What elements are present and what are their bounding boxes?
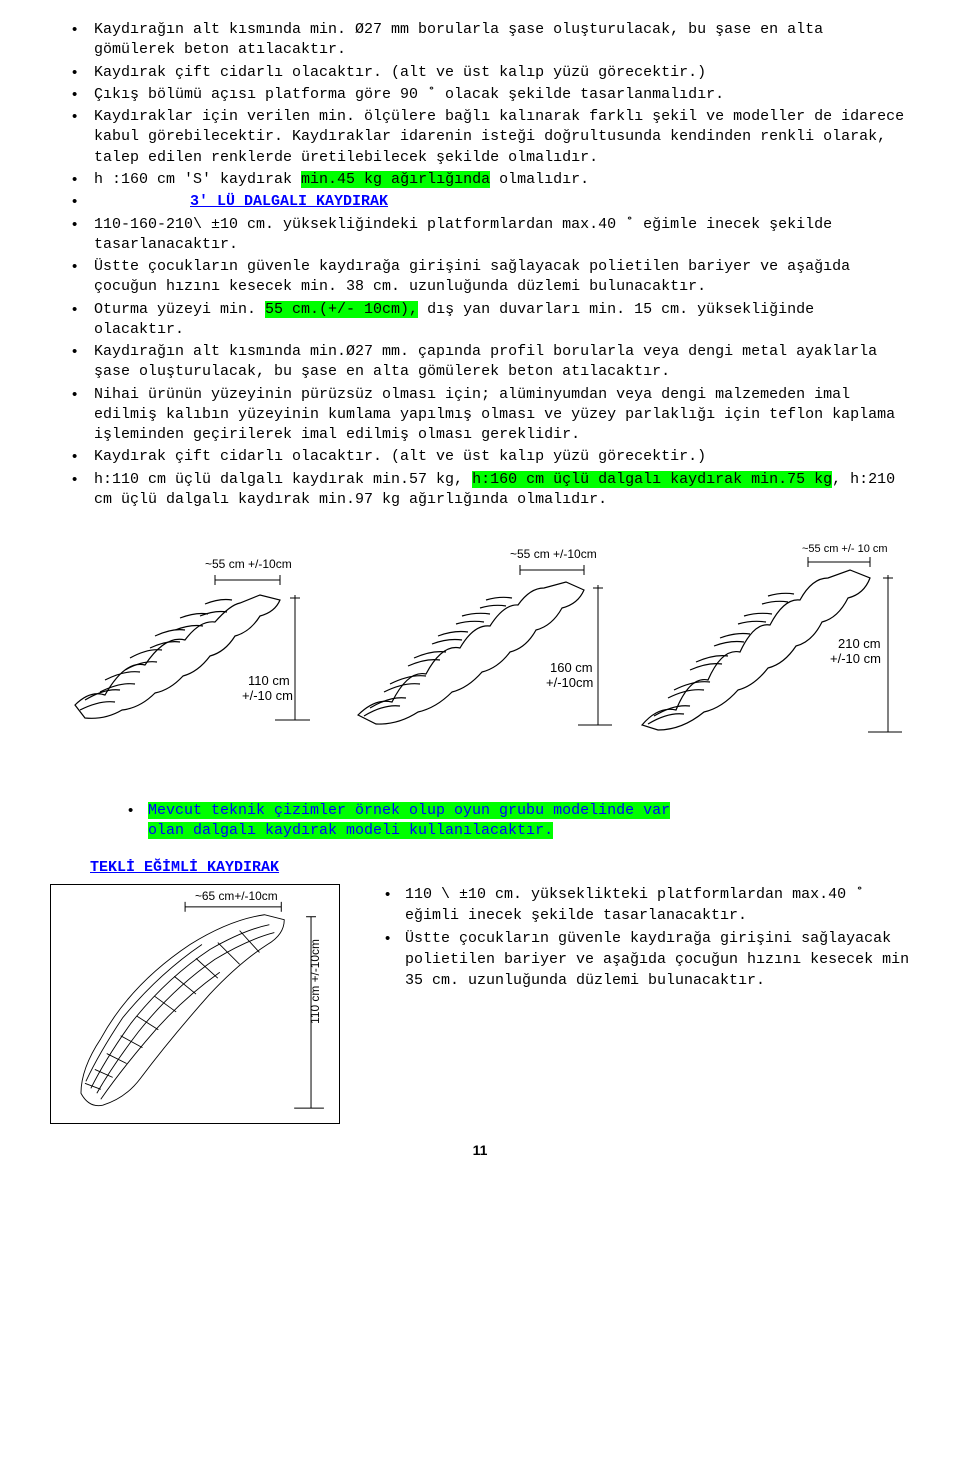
diagram-110: ~55 cm +/-10cm 110 cm +/-10 cm: [50, 540, 330, 760]
dim-h2: +/-10cm: [546, 675, 593, 690]
list-item: Kaydırağın alt kısmında min.Ø27 mm. çapı…: [50, 342, 910, 383]
heading-row: 3' LÜ DALGALI KAYDIRAK: [50, 192, 910, 212]
section-heading-2-wrap: TEKLİ EĞİMLİ KAYDIRAK: [90, 859, 910, 876]
list-item: h :160 cm 'S' kaydırak min.45 kg ağırlığ…: [50, 170, 910, 190]
highlight-text: min.45 kg ağırlığında: [301, 171, 490, 188]
text: h:110 cm üçlü dalgalı kaydırak min.57 kg…: [94, 471, 472, 488]
slide-drawing: ~65 cm+/-10cm 110 cm +/-10cm: [50, 884, 340, 1124]
dim-h2: +/-10 cm: [242, 688, 293, 703]
page-number: 11: [50, 1142, 910, 1158]
section-heading: 3' LÜ DALGALI KAYDIRAK: [190, 193, 388, 210]
dim-top: ~55 cm +/-10cm: [510, 547, 597, 561]
list-item: Üstte çocukların güvenle kaydırağa giriş…: [50, 257, 910, 298]
text: Kaydırak çift cidarlı olacaktır. (alt ve…: [94, 64, 706, 81]
list-item: Çıkış bölümü açısı platforma göre 90 ˚ o…: [50, 85, 910, 105]
dim-side: 110 cm +/-10cm: [308, 939, 322, 1024]
text: Oturma yüzeyi min.: [94, 301, 265, 318]
dim-h1: 210 cm: [838, 636, 881, 651]
highlight-text: 55 cm.(+/- 10cm),: [265, 301, 418, 318]
list-item: h:110 cm üçlü dalgalı kaydırak min.57 kg…: [50, 470, 910, 511]
text: olmalıdır.: [490, 171, 589, 188]
bullet-list-mid: 110-160-210\ ±10 cm. yüksekliğindeki pla…: [50, 215, 910, 511]
highlight-note: Mevcut teknik çizimler örnek olup oyun g…: [148, 802, 670, 819]
dim-h1: 160 cm: [550, 660, 593, 675]
section-heading-2: TEKLİ EĞİMLİ KAYDIRAK: [90, 859, 279, 876]
list-item: Oturma yüzeyi min. 55 cm.(+/- 10cm), dış…: [50, 300, 910, 341]
list-item: Nihai ürünün yüzeyinin pürüzsüz olması i…: [50, 385, 910, 446]
note-line-2: olan dalgalı kaydırak modeli kullanılaca…: [120, 822, 910, 839]
heading-container: 3' LÜ DALGALI KAYDIRAK: [50, 192, 910, 212]
list-item: Kaydırak çift cidarlı olacaktır. (alt ve…: [50, 63, 910, 83]
text: Kaydırağın alt kısmında min.Ø27 mm. çapı…: [94, 343, 877, 380]
text: h :160 cm 'S' kaydırak: [94, 171, 301, 188]
list-item: Üstte çocukların güvenle kaydırağa giriş…: [365, 928, 910, 991]
bullet-list-top: Kaydırağın alt kısmında min. Ø27 mm boru…: [50, 20, 910, 212]
bottom-text-col: 110 \ ±10 cm. yükseklikteki platformlard…: [365, 884, 910, 993]
text: Üstte çocukların güvenle kaydırağa giriş…: [405, 930, 909, 989]
bottom-row: ~65 cm+/-10cm 110 cm +/-10cm 110 \ ±10 c…: [50, 884, 910, 1124]
text: Çıkış bölümü açısı platforma göre 90 ˚ o…: [94, 86, 724, 103]
text: 110 \ ±10 cm. yükseklikteki platformlard…: [405, 886, 864, 924]
highlight-text: h:160 cm üçlü dalgalı kaydırak min.75 kg: [472, 471, 832, 488]
dim-top: ~55 cm +/- 10 cm: [802, 543, 888, 555]
diagram-160: ~55 cm +/-10cm 160 cm +/-10cm: [340, 540, 620, 760]
note-block: Mevcut teknik çizimler örnek olup oyun g…: [120, 800, 910, 839]
dim-h1: 110 cm: [248, 673, 290, 688]
diagram-row: ~55 cm +/-10cm 110 cm +/-10 cm ~55: [50, 540, 910, 760]
highlight-note: olan dalgalı kaydırak modeli kullanılaca…: [148, 822, 553, 839]
list-item: 110 \ ±10 cm. yükseklikteki platformlard…: [365, 884, 910, 926]
text: Nihai ürünün yüzeyinin pürüzsüz olması i…: [94, 386, 895, 444]
note-line: Mevcut teknik çizimler örnek olup oyun g…: [120, 800, 910, 822]
dim-top: ~55 cm +/-10cm: [205, 557, 292, 571]
text: Üstte çocukların güvenle kaydırağa giriş…: [94, 258, 850, 295]
text: Kaydıraklar için verilen min. ölçülere b…: [94, 108, 904, 166]
list-item: 110-160-210\ ±10 cm. yüksekliğindeki pla…: [50, 215, 910, 256]
list-item: Kaydırak çift cidarlı olacaktır. (alt ve…: [50, 447, 910, 467]
text: 110-160-210\ ±10 cm. yüksekliğindeki pla…: [94, 216, 832, 253]
dim-h2: +/-10 cm: [830, 651, 881, 666]
text: Kaydırak çift cidarlı olacaktır. (alt ve…: [94, 448, 706, 465]
text: Kaydırağın alt kısmında min. Ø27 mm boru…: [94, 21, 823, 58]
diagram-210: ~55 cm +/- 10 cm 210 cm +/-10 cm: [630, 540, 910, 760]
dim-top: ~65 cm+/-10cm: [195, 889, 278, 903]
list-item: Kaydırağın alt kısmında min. Ø27 mm boru…: [50, 20, 910, 61]
list-item: Kaydıraklar için verilen min. ölçülere b…: [50, 107, 910, 168]
